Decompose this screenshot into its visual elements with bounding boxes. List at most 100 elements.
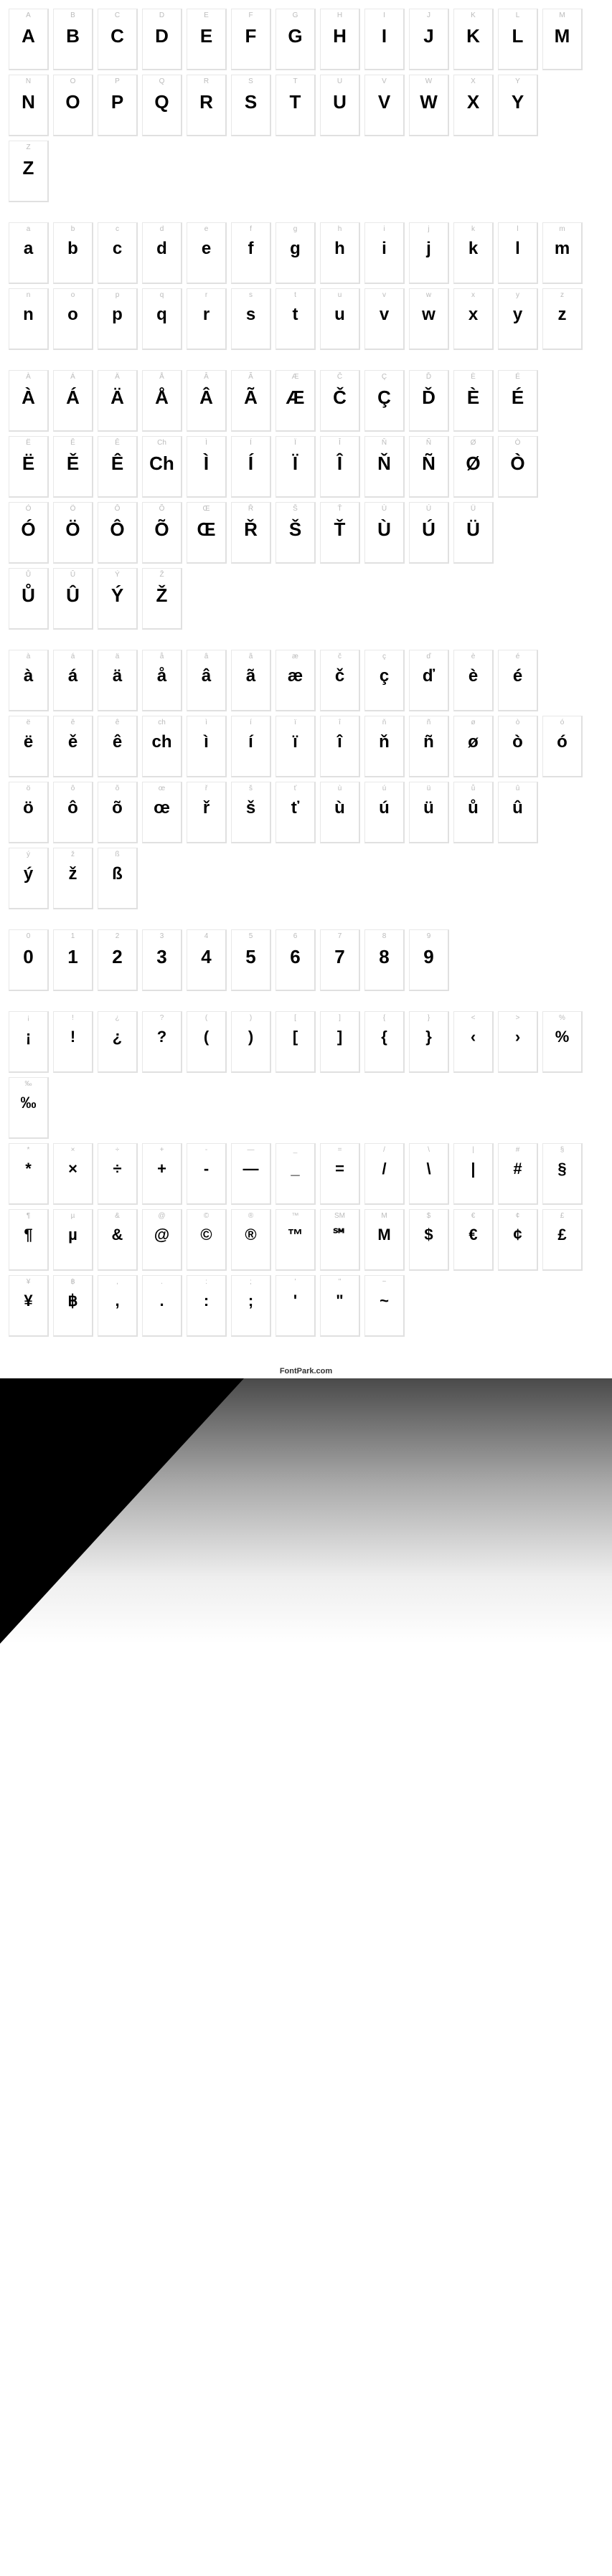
glyph: ø xyxy=(468,734,479,751)
glyph-cell: ìì xyxy=(187,716,227,777)
glyph: w xyxy=(422,306,436,323)
glyph-cell: ÔÔ xyxy=(98,502,138,564)
glyph-cell: ff xyxy=(231,222,271,284)
glyph-cell: NN xyxy=(9,75,49,136)
glyph: . xyxy=(159,1293,164,1309)
glyph-label: ÷ xyxy=(116,1147,120,1154)
glyph: B xyxy=(66,27,80,45)
glyph: ů xyxy=(468,800,479,817)
glyph: ¿ xyxy=(113,1029,122,1045)
glyph: H xyxy=(333,27,347,45)
glyph-cell: ]] xyxy=(320,1011,360,1073)
glyph-label: W xyxy=(425,78,432,85)
glyph: Č xyxy=(333,388,347,407)
glyph-label: 5 xyxy=(249,933,253,940)
glyph-label: Ď xyxy=(426,374,431,381)
glyph: ç xyxy=(380,668,389,685)
glyph: : xyxy=(204,1293,209,1309)
glyph-cell: qq xyxy=(142,288,182,350)
glyph: í xyxy=(248,734,253,751)
glyph-label: Ň xyxy=(382,440,387,447)
glyph-label: J xyxy=(427,12,430,19)
glyph: Å xyxy=(155,388,169,407)
glyph: Z xyxy=(23,158,34,177)
section-digits: 00112233445566778899 xyxy=(9,929,605,991)
glyph-label: æ xyxy=(292,653,298,660)
glyph-label: C xyxy=(115,12,120,19)
glyph: } xyxy=(425,1029,432,1045)
glyph: ( xyxy=(204,1029,209,1045)
glyph: 4 xyxy=(201,947,211,966)
glyph-cell: cc xyxy=(98,222,138,284)
glyph-label: Ý xyxy=(115,572,120,579)
glyph-label: Î xyxy=(339,440,341,447)
glyph: A xyxy=(22,27,35,45)
glyph-label: z xyxy=(560,292,564,299)
glyph-label: < xyxy=(471,1015,476,1022)
glyph: 7 xyxy=(334,947,344,966)
glyph-label: Ž xyxy=(159,572,164,579)
glyph: Ù xyxy=(377,520,391,539)
glyph-cell: ŮŮ xyxy=(9,568,49,630)
glyph: _ xyxy=(291,1161,299,1177)
glyph-cell: ‰‰ xyxy=(9,1077,49,1139)
glyph: T xyxy=(290,93,301,111)
glyph-cell: MM xyxy=(542,9,583,70)
glyph: t xyxy=(293,306,298,323)
glyph: Š xyxy=(289,520,301,539)
glyph-cell: WW xyxy=(409,75,449,136)
glyph-label: f xyxy=(250,226,252,233)
footer-attribution: FontPark.com xyxy=(0,1363,612,1378)
glyph-cell: ňň xyxy=(364,716,405,777)
glyph-cell: ÏÏ xyxy=(276,436,316,498)
glyph: ê xyxy=(113,734,122,751)
glyph: ™ xyxy=(288,1227,303,1243)
glyph-label: O xyxy=(70,78,76,85)
glyph: M xyxy=(555,27,570,45)
glyph-label: Ü xyxy=(471,506,476,513)
glyph-cell: yy xyxy=(498,288,538,350)
glyph: Û xyxy=(66,586,80,605)
glyph-cell: HH xyxy=(320,9,360,70)
glyph-cell: çç xyxy=(364,650,405,711)
glyph-cell: 44 xyxy=(187,929,227,991)
glyph-label: Ï xyxy=(294,440,296,447)
glyph-cell: ââ xyxy=(187,650,227,711)
glyph-cell: $$ xyxy=(409,1209,449,1271)
glyph-label: è xyxy=(471,653,476,660)
glyph: F xyxy=(245,27,257,45)
glyph-label: â xyxy=(204,653,209,660)
glyph-cell: && xyxy=(98,1209,138,1271)
glyph-label: œ xyxy=(159,785,165,792)
glyph: 5 xyxy=(245,947,255,966)
glyph-row: ¡¡!!¿¿??(())[[]]{{}}<‹>›%%‰‰ xyxy=(9,1011,605,1139)
glyph-label: í xyxy=(250,719,252,726)
glyph: Ť xyxy=(334,520,346,539)
glyph-label: ™ xyxy=(292,1213,299,1220)
glyph-label: ö xyxy=(27,785,31,792)
glyph: e xyxy=(202,240,211,257)
glyph: ¡ xyxy=(26,1029,31,1045)
glyph-label: = xyxy=(338,1147,342,1154)
glyph-cell: rr xyxy=(187,288,227,350)
glyph-label: Q xyxy=(159,78,165,85)
glyph-label: 7 xyxy=(338,933,342,940)
glyph-cell: SS xyxy=(231,75,271,136)
glyph: £ xyxy=(557,1227,566,1243)
glyph-cell: tt xyxy=(276,288,316,350)
glyph-label: _ xyxy=(293,1147,298,1154)
glyph-label: M xyxy=(559,12,565,19)
glyph-cell: čč xyxy=(320,650,360,711)
glyph-label: € xyxy=(471,1213,476,1220)
glyph: Á xyxy=(66,388,80,407)
glyph-cell: ee xyxy=(187,222,227,284)
glyph: ý xyxy=(24,866,33,883)
glyph: c xyxy=(113,240,122,257)
glyph: É xyxy=(512,388,524,407)
glyph-cell: pp xyxy=(98,288,138,350)
glyph-label: Ç xyxy=(382,374,387,381)
glyph-label: X xyxy=(471,78,476,85)
glyph-row: AABBCCDDEEFFGGHHIIJJKKLLMM xyxy=(9,9,605,70)
glyph-cell: õõ xyxy=(98,782,138,843)
glyph-cell: PP xyxy=(98,75,138,136)
